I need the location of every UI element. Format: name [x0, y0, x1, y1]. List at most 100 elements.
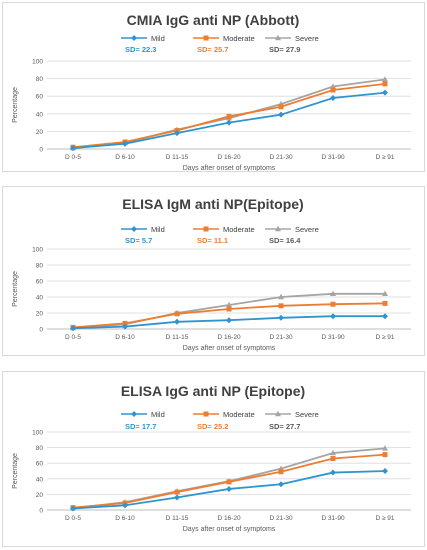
- data-point-mild: [70, 145, 76, 152]
- x-tick-label: D 6-10: [115, 515, 135, 522]
- chart-elisa-igm: ELISA IgM anti NP(Epitope) 0 20 40 60 80 100 D…: [12, 196, 411, 352]
- sd-value: SD= 25.7: [197, 45, 228, 54]
- y-axis-label: Percentage: [12, 271, 19, 307]
- legend-marker: [131, 411, 137, 417]
- legend-label: Moderate: [223, 34, 255, 43]
- data-point-mild: [122, 140, 128, 147]
- y-tick-label: 40: [36, 476, 44, 483]
- data-point-mild: [122, 323, 128, 330]
- data-point-severe: [382, 290, 388, 296]
- x-tick-label: D 16-20: [217, 334, 241, 341]
- y-tick-label: 20: [36, 311, 44, 318]
- sd-value: SD= 5.7: [125, 236, 152, 245]
- y-tick-label: 20: [36, 129, 44, 136]
- x-tick-label: D ≥ 91: [375, 515, 394, 522]
- data-point-moderate: [278, 104, 284, 110]
- y-tick-label: 100: [32, 247, 43, 254]
- x-tick-label: D 6-10: [115, 334, 135, 341]
- data-point-moderate: [122, 320, 128, 326]
- legend-label: Severe: [295, 225, 319, 234]
- y-tick-label: 80: [36, 76, 44, 83]
- legend-label: Severe: [295, 410, 319, 419]
- data-point-moderate: [330, 456, 336, 462]
- data-point-severe: [382, 445, 388, 451]
- data-point-mild: [382, 468, 388, 474]
- x-tick-label: D 31-90: [321, 515, 345, 522]
- y-tick-label: 60: [36, 94, 44, 101]
- data-point-moderate: [382, 300, 388, 306]
- chart-title: ELISA IgM anti NP(Epitope): [122, 196, 303, 212]
- data-point-mild: [382, 89, 388, 96]
- data-point-mild: [330, 94, 336, 101]
- legend-marker: [203, 35, 209, 41]
- chart-cmia-igg: CMIA IgG anti NP (Abbott) 0 20 40 60 80 100 D …: [12, 12, 411, 171]
- x-tick-label: D 21-30: [269, 334, 293, 341]
- data-point-moderate: [226, 306, 232, 312]
- y-tick-label: 60: [36, 461, 44, 468]
- sd-value: SD= 27.9: [269, 45, 300, 54]
- data-point-moderate: [382, 81, 388, 87]
- x-tick-label: D 16-20: [217, 154, 241, 161]
- x-axis-label: Days after onset of symptoms: [183, 526, 276, 533]
- legend-label: Moderate: [223, 410, 255, 419]
- x-tick-label: D 0-5: [65, 334, 81, 341]
- data-point-mild: [226, 119, 232, 126]
- legend-marker: [203, 226, 209, 232]
- chart-elisa-igg: ELISA IgG anti NP (Epitope) 0 20 40 60 80 100…: [12, 383, 411, 533]
- sd-value: SD= 17.7: [125, 422, 156, 431]
- y-tick-label: 80: [36, 263, 44, 270]
- data-point-moderate: [174, 489, 180, 495]
- data-point-mild: [278, 314, 284, 321]
- x-tick-label: D 31-90: [321, 154, 345, 161]
- sd-value: SD= 11.1: [197, 236, 228, 245]
- data-point-mild: [174, 318, 180, 325]
- chart-title: ELISA IgG anti NP (Epitope): [121, 383, 305, 399]
- data-point-severe: [330, 83, 336, 89]
- data-point-mild: [70, 505, 76, 512]
- data-point-mild: [330, 469, 336, 476]
- data-point-mild: [226, 317, 232, 324]
- y-axis-label: Percentage: [12, 87, 19, 123]
- data-point-mild: [382, 313, 388, 320]
- data-point-moderate: [330, 301, 336, 307]
- y-tick-label: 40: [36, 295, 44, 302]
- data-point-mild: [122, 502, 128, 509]
- legend-marker: [131, 35, 137, 41]
- x-tick-label: D 21-30: [269, 515, 293, 522]
- y-axis-label: Percentage: [12, 453, 19, 489]
- data-point-mild: [330, 313, 336, 320]
- data-point-moderate: [278, 303, 284, 309]
- data-point-mild: [278, 111, 284, 118]
- y-tick-label: 100: [32, 59, 43, 66]
- data-point-severe: [330, 449, 336, 456]
- x-tick-label: D 11-15: [166, 515, 189, 522]
- chart-panel-cmia-igg: CMIA IgG anti NP (Abbott) 0 20 40 60 80 100 D …: [2, 2, 425, 172]
- y-tick-label: 60: [36, 279, 44, 286]
- x-tick-label: D 16-20: [217, 515, 241, 522]
- data-point-mild: [174, 494, 180, 501]
- data-point-moderate: [382, 452, 388, 458]
- chart-title: CMIA IgG anti NP (Abbott): [127, 12, 300, 28]
- legend-marker: [275, 410, 281, 417]
- data-point-moderate: [278, 469, 284, 475]
- chart-panel-elisa-igm: ELISA IgM anti NP(Epitope) 0 20 40 60 80 100 D…: [2, 186, 425, 356]
- x-tick-label: D ≥ 91: [375, 154, 394, 161]
- x-tick-label: D ≥ 91: [375, 334, 394, 341]
- data-point-moderate: [226, 113, 232, 119]
- y-tick-label: 0: [39, 327, 43, 334]
- data-point-moderate: [174, 311, 180, 317]
- legend-marker: [203, 411, 209, 417]
- legend-label: Moderate: [223, 225, 255, 234]
- x-tick-label: D 6-10: [115, 154, 135, 161]
- x-tick-label: D 11-15: [166, 154, 189, 161]
- data-point-mild: [226, 485, 232, 492]
- y-tick-label: 80: [36, 445, 44, 452]
- y-tick-label: 0: [39, 147, 43, 154]
- data-point-severe: [382, 76, 388, 82]
- sd-value: SD= 22.3: [125, 45, 156, 54]
- x-tick-label: D 21-30: [269, 154, 293, 161]
- legend-label: Severe: [295, 34, 319, 43]
- legend-label: Mild: [151, 410, 165, 419]
- chart-panel-elisa-igg: ELISA IgG anti NP (Epitope) 0 20 40 60 80 100…: [2, 371, 425, 547]
- y-tick-label: 20: [36, 492, 44, 499]
